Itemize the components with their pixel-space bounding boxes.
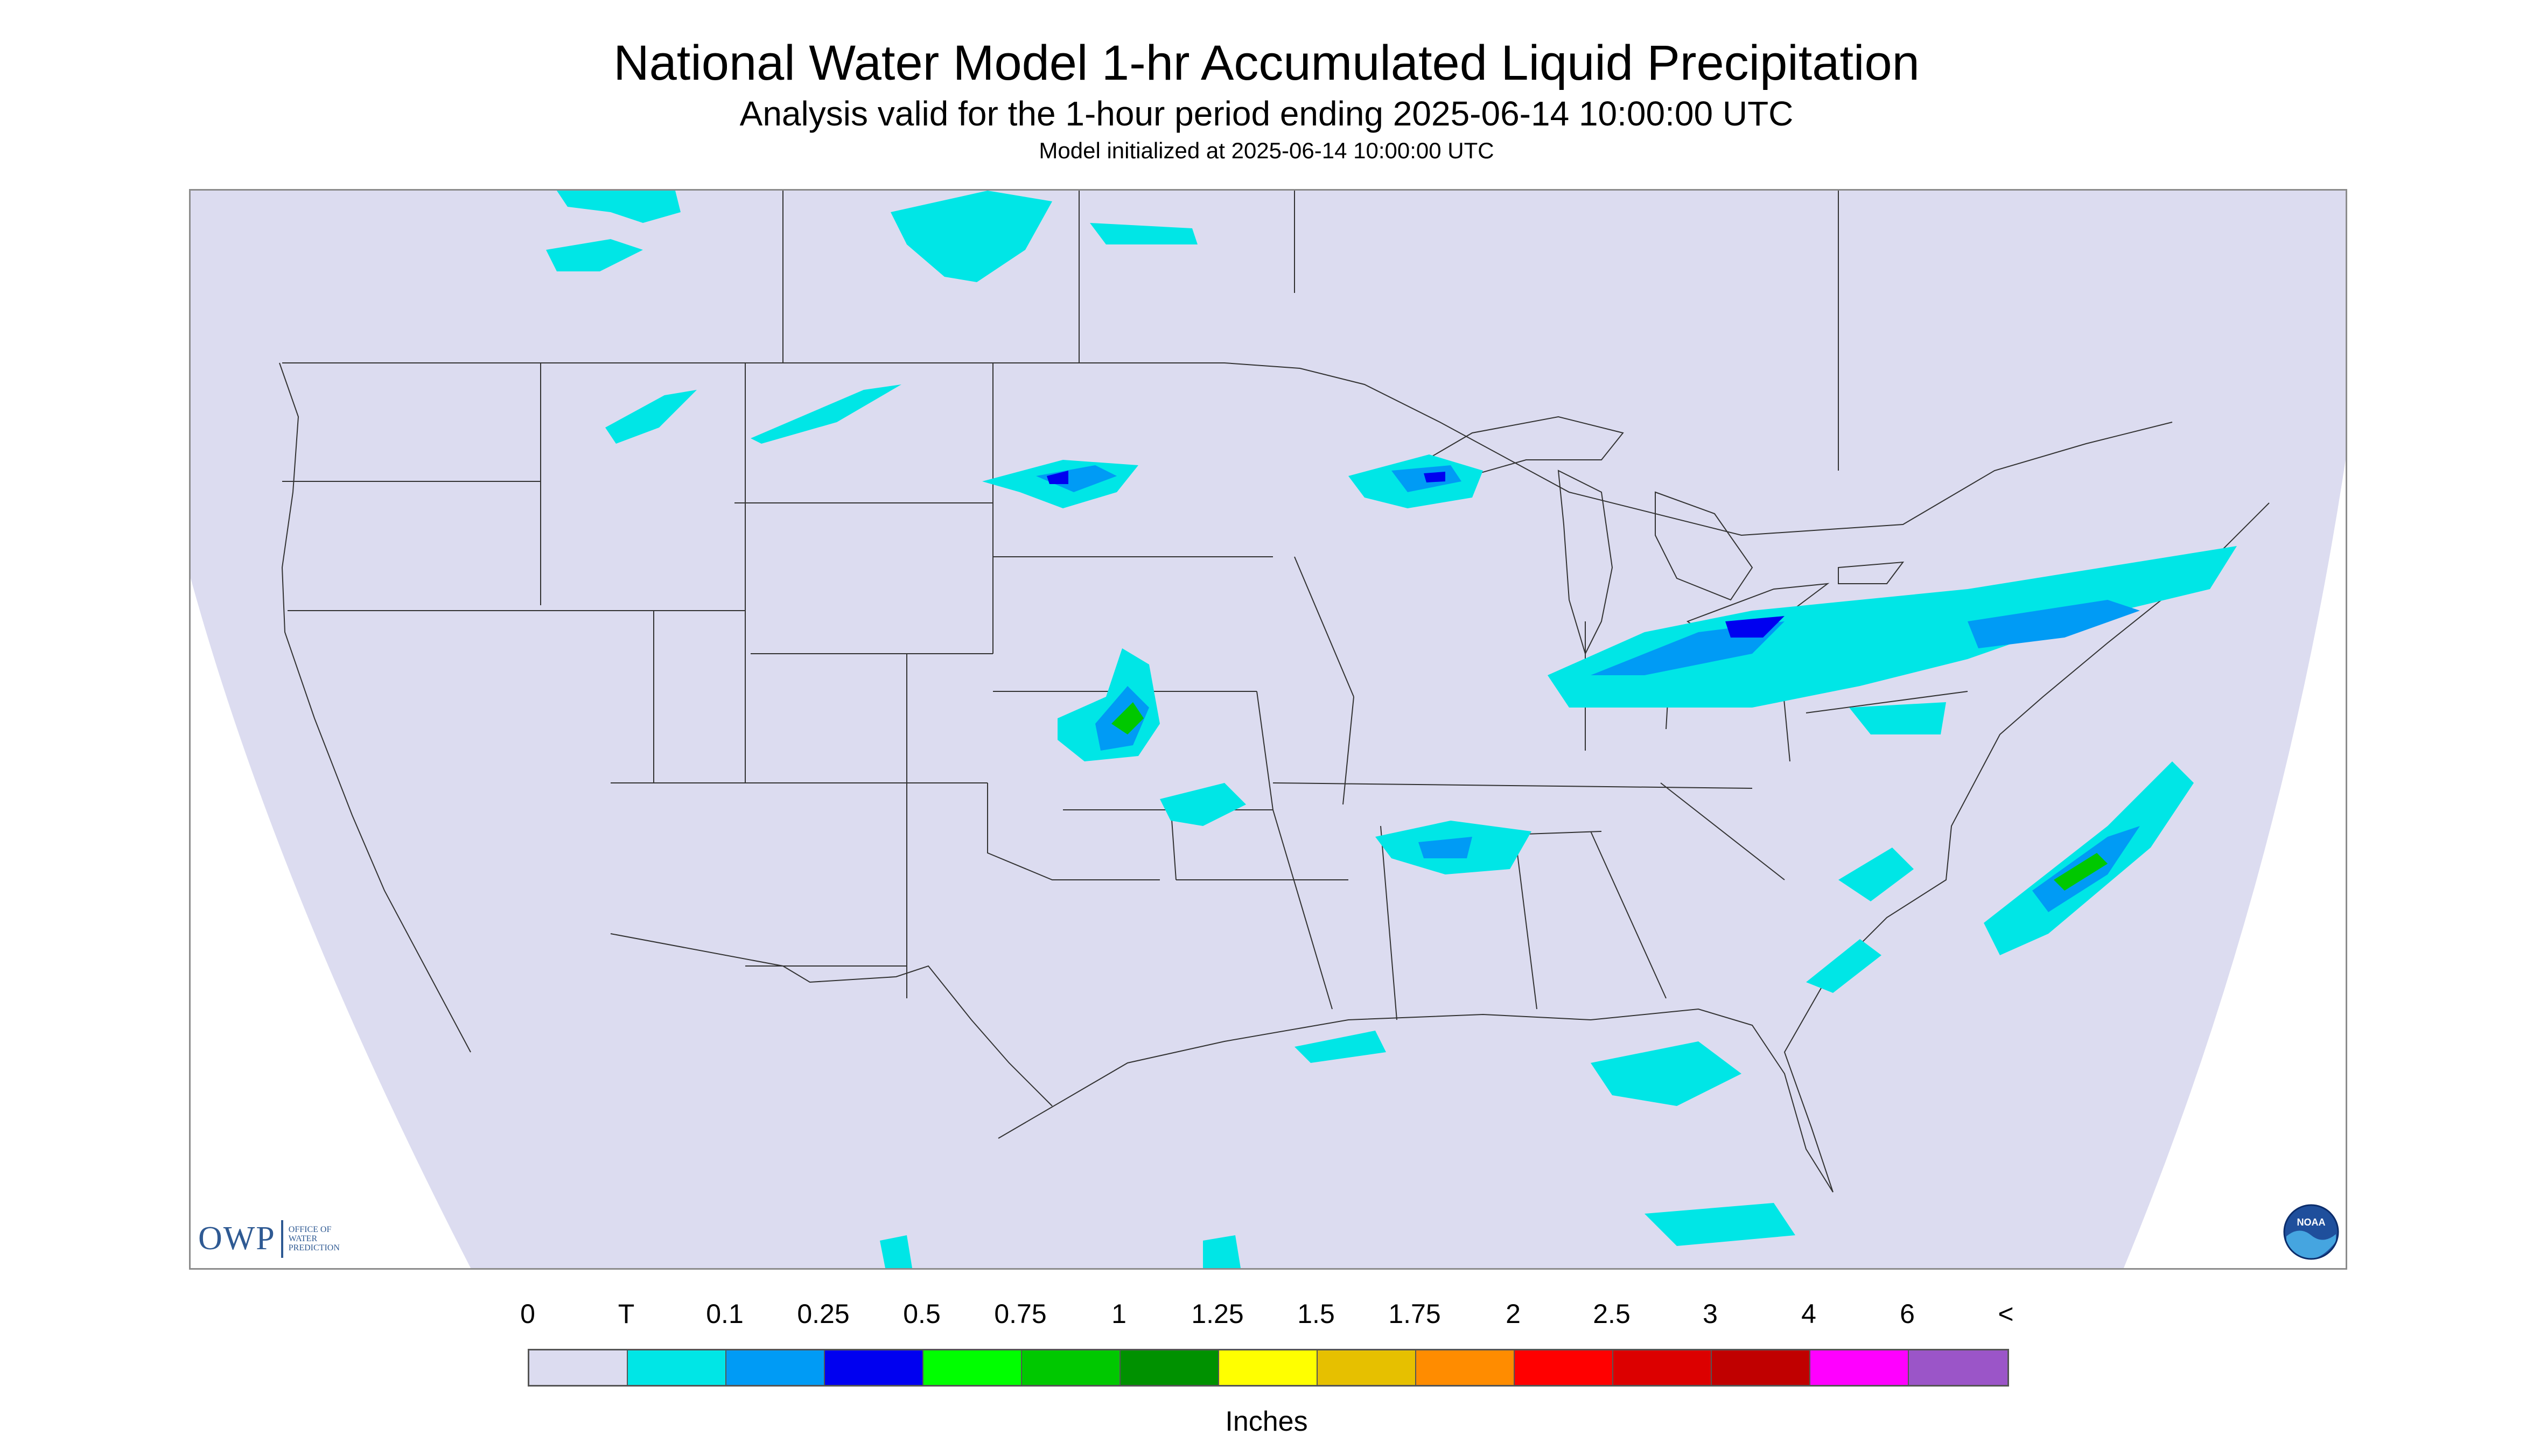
legend-label: 0.1 [706,1299,744,1329]
legend-swatch [1416,1350,1515,1385]
model-init-time: Model initialized at 2025-06-14 10:00:00… [1039,138,1494,163]
legend-swatch [1219,1350,1318,1385]
canada-us-border [282,362,2173,536]
precip-cells [546,191,2237,1268]
legend-label: 1.75 [1388,1299,1441,1329]
precip-gulf-3 [1645,1203,1795,1246]
outside-domain-right [2124,460,2346,1268]
precip-ohio-valley [1548,546,2237,708]
precip-gulf-2 [1591,1041,1741,1106]
legend-label: 0.5 [903,1299,941,1329]
precip-bc [546,239,643,271]
precip-mexico [1203,1235,1241,1268]
noaa-logo-icon: NOAA [2283,1204,2339,1260]
legend-units: Inches [1225,1406,1308,1437]
legend-swatch [825,1350,923,1385]
precip-sonora [880,1235,912,1268]
lake-ontario [1838,561,1905,584]
legend-label: < [1998,1299,2014,1329]
precip-alberta [557,191,681,223]
legend-swatch [726,1350,825,1385]
province-lines [782,191,1839,471]
precip-manitoba [1090,223,1198,244]
legend-swatch [1909,1350,2007,1385]
legend-label: 0.25 [797,1299,850,1329]
map-title: National Water Model 1-hr Accumulated Li… [613,36,1920,90]
owp-logo: OWP OFFICE OF WATER PREDICTION [198,1220,340,1258]
legend-label: 3 [1703,1299,1718,1329]
texas-outline [745,783,1160,998]
boundaries [279,191,2270,1193]
precip-north-dakota-heavy [1047,471,1068,484]
legend-swatch [1121,1350,1219,1385]
precip-kansas-heavy [1111,702,1144,734]
legend-label: 2 [1506,1299,1521,1329]
precip-saskatchewan [891,191,1052,282]
legend-label: 0 [520,1299,535,1329]
mexico-border [610,933,1053,1107]
precip-atlantic-heavy [2054,853,2108,891]
gulf-coast [998,1008,1834,1193]
legend-swatch [1712,1350,1810,1385]
legend-label: 1.5 [1297,1299,1335,1329]
map-subtitle: Analysis valid for the 1-hour period end… [739,94,1794,133]
legend-labels: 0 T 0.1 0.25 0.5 0.75 1 1.25 1.5 1.75 2 2.5 3 4 6 < [0,1298,2533,1335]
legend-swatch [923,1350,1022,1385]
legend-label: 6 [1900,1299,1915,1329]
precipitation-map [189,189,2347,1270]
precip-montana-2 [751,384,901,444]
legend-label: T [618,1299,635,1329]
legend-swatch [628,1350,726,1385]
legend-swatch [1810,1350,1909,1385]
owp-logo-divider [281,1220,283,1258]
legend-swatch [529,1350,628,1385]
precip-oklahoma [1160,783,1246,826]
precip-virginia [1849,702,1946,734]
precip-north-dakota-core [1036,465,1117,492]
legend-swatch [1613,1350,1712,1385]
owp-logo-line-2: WATER [288,1234,318,1243]
owp-logo-text: OFFICE OF WATER PREDICTION [289,1225,340,1252]
lake-huron [1655,491,1753,601]
precip-pennsylvania [1968,600,2140,648]
legend-label: 4 [1801,1299,1816,1329]
lake-michigan [1557,470,1613,655]
precip-arkansas-core [1418,837,1472,858]
west-coast [279,362,471,1053]
owp-logo-line-1: OFFICE OF [288,1225,332,1234]
legend-label: 1 [1111,1299,1126,1329]
legend-swatch [1022,1350,1121,1385]
precip-ohio-heavy [1725,616,1785,638]
legend-swatch [1515,1350,1613,1385]
precip-gulf-1 [1295,1031,1386,1063]
model-domain [191,191,2346,1268]
precip-wisconsin-heavy [1424,472,1445,482]
legend-label: 1.25 [1191,1299,1244,1329]
owp-logo-line-3: PREDICTION [288,1243,340,1252]
precip-carolina-coast [1838,848,1914,901]
legend-colorbar [528,1349,2009,1387]
legend-swatch [1318,1350,1416,1385]
noaa-logo-text: NOAA [2297,1217,2326,1228]
precip-montana-1 [605,390,697,444]
outside-domain-left [191,578,471,1268]
owp-logo-mark: OWP [198,1220,276,1257]
legend-label: 0.75 [994,1299,1047,1329]
precip-southeast-coast [1806,939,1881,993]
legend-label: 2.5 [1593,1299,1631,1329]
